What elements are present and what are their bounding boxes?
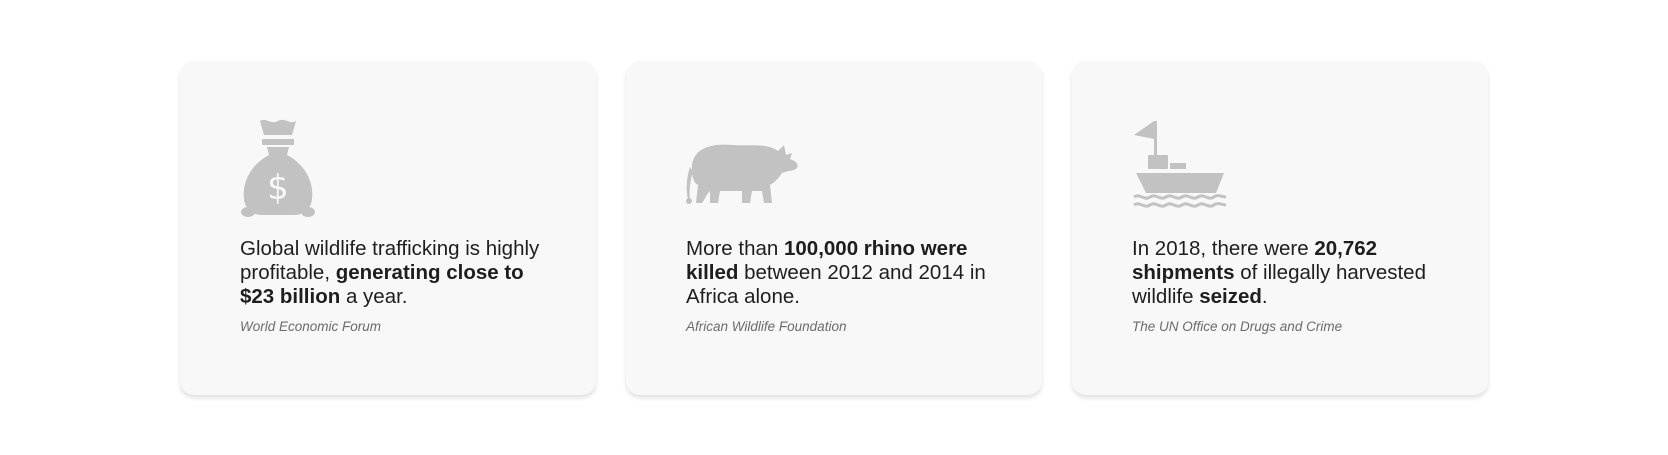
stat-text-highlight: seized xyxy=(1199,285,1262,308)
stat-text-highlight: 100,000 rhino were killed xyxy=(686,237,968,284)
money-bag-icon: $ xyxy=(240,117,316,223)
ship-icon xyxy=(1132,117,1228,223)
stat-text-part: In 2018, there were xyxy=(1132,237,1315,260)
stat-text-part: . xyxy=(1261,285,1268,308)
stat-source: The UN Office on Drugs and Crime xyxy=(1132,319,1343,334)
stat-source: World Economic Forum xyxy=(240,319,382,334)
stat-card-trafficking: $ Global wildlife trafficking is highly … xyxy=(180,61,596,395)
stat-text: Global wildlife trafficking is highly pr… xyxy=(240,237,540,309)
stat-card-rhino: More than 100,000 rhino were killed betw… xyxy=(626,61,1042,395)
stat-text: More than 100,000 rhino were killed betw… xyxy=(686,237,986,309)
stat-text-part: of illegally harvested wildlife xyxy=(1132,261,1426,308)
stat-text-part: a year. xyxy=(340,285,408,308)
rhino-icon xyxy=(686,135,800,241)
stats-cards: $ Global wildlife trafficking is highly … xyxy=(180,61,1488,395)
stat-text-part: More than xyxy=(686,237,784,260)
stat-text: In 2018, there were 20,762 shipments of … xyxy=(1132,237,1432,309)
stat-source: African Wildlife Foundation xyxy=(686,319,847,334)
svg-text:$: $ xyxy=(267,168,289,208)
stat-card-shipments: In 2018, there were 20,762 shipments of … xyxy=(1072,61,1488,395)
stat-text-part: between 2012 and 2014 in Africa alone. xyxy=(686,261,986,308)
stat-text-part: Global wildlife trafficking is highly pr… xyxy=(240,237,540,284)
stat-text-highlight: generating close to $23 billion xyxy=(240,261,524,308)
stat-text-highlight: 20,762 shipments xyxy=(1132,237,1378,284)
